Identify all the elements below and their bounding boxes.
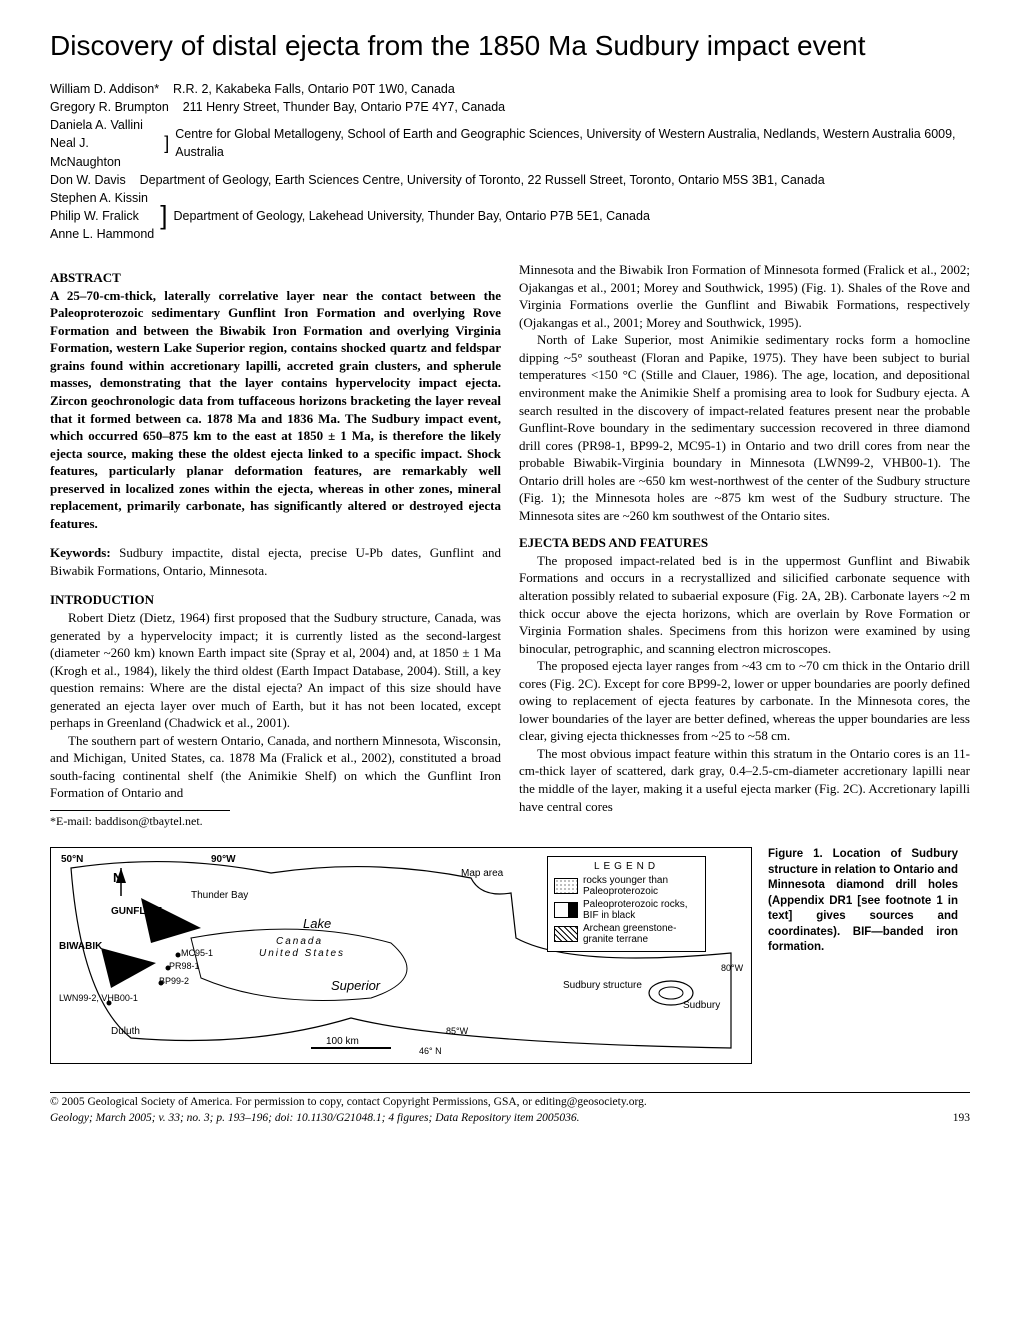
author-name: Daniela A. Vallini (50, 116, 158, 134)
author-name: Neal J. McNaughton (50, 134, 158, 170)
keywords-label: Keywords: (50, 545, 111, 560)
intro-p3: Minnesota and the Biwabik Iron Formation… (519, 261, 970, 331)
city-label: Thunder Bay (191, 890, 248, 901)
legend-swatch (554, 878, 578, 894)
formation-label: BIWABIK (59, 941, 102, 952)
paper-title: Discovery of distal ejecta from the 1850… (50, 30, 970, 62)
author-name: William D. Addison* (50, 82, 159, 96)
footnote: *E-mail: baddison@tbaytel.net. (50, 810, 230, 829)
legend-label: Archean greenstone-granite terrane (583, 923, 699, 945)
ejecta-p2: The proposed ejecta layer ranges from ~4… (519, 657, 970, 745)
figure-1: 50°N 90°W N Thunder Bay GUNFLINT BIWABIK… (50, 847, 970, 1064)
intro-heading: INTRODUCTION (50, 591, 501, 609)
map-lon-label: 90°W (211, 854, 236, 865)
author-name: Stephen A. Kissin (50, 189, 154, 207)
intro-p4: North of Lake Superior, most Animikie se… (519, 331, 970, 524)
city-label: Sudbury (683, 1000, 720, 1011)
author-name: Philip W. Fralick (50, 207, 154, 225)
copyright-line: © 2005 Geological Society of America. Fo… (50, 1095, 970, 1111)
country-label: United States (259, 948, 345, 959)
authors-block: William D. Addison* R.R. 2, Kakabeka Fal… (50, 80, 970, 243)
drill-label: LWN99-2, VHB00-1 (59, 993, 138, 1003)
legend-label: rocks younger than Paleoproterozoic (583, 875, 699, 897)
intro-p2: The southern part of western Ontario, Ca… (50, 732, 501, 802)
legend-title: LEGEND (554, 861, 699, 872)
legend-swatch (554, 902, 578, 918)
country-label: Canada (276, 936, 323, 947)
author-affil: 211 Henry Street, Thunder Bay, Ontario P… (183, 100, 505, 114)
lake-label: Lake (303, 916, 331, 931)
bracket-icon: ] (164, 130, 169, 156)
citation-line: Geology; March 2005; v. 33; no. 3; p. 19… (50, 1112, 580, 1124)
abstract-text: A 25–70-cm-thick, laterally correlative … (50, 288, 501, 531)
map-lon-label: 80°W (721, 963, 743, 973)
author-affil: Department of Geology, Earth Sciences Ce… (140, 173, 825, 187)
inset-label: Map area (461, 868, 503, 879)
author-affil: Department of Geology, Lakehead Universi… (173, 207, 649, 225)
scale-label: 100 km (326, 1036, 359, 1047)
map-lon-label: 85°W (446, 1026, 468, 1036)
author-name: Anne L. Hammond (50, 225, 154, 243)
legend-label: Paleoproterozoic rocks, BIF in black (583, 899, 699, 921)
ejecta-p3: The most obvious impact feature within t… (519, 745, 970, 815)
map-lat-label: 46° N (419, 1046, 442, 1056)
page-footer: © 2005 Geological Society of America. Fo… (50, 1092, 970, 1126)
ejecta-p1: The proposed impact-related bed is in th… (519, 552, 970, 657)
intro-p1: Robert Dietz (Dietz, 1964) first propose… (50, 609, 501, 732)
author-affil: R.R. 2, Kakabeka Falls, Ontario P0T 1W0,… (173, 82, 455, 96)
city-label: Duluth (111, 1026, 140, 1037)
body-columns: ABSTRACT A 25–70-cm-thick, laterally cor… (50, 261, 970, 829)
figure-1-caption: Figure 1. Location of Sudbury structure … (768, 847, 958, 956)
bracket-icon: ] (160, 197, 167, 235)
author-name: Don W. Davis (50, 173, 126, 187)
map-legend: LEGEND rocks younger than Paleoproterozo… (547, 856, 706, 952)
figure-1-map: 50°N 90°W N Thunder Bay GUNFLINT BIWABIK… (50, 847, 752, 1064)
page-number: 193 (953, 1111, 970, 1127)
drill-label: BP99-2 (159, 976, 189, 986)
formation-label: GUNFLINT (111, 906, 162, 917)
abstract-heading: ABSTRACT (50, 269, 501, 287)
north-arrow-label: N (113, 870, 122, 885)
drill-label: PR98-1 (169, 961, 200, 971)
ejecta-heading: EJECTA BEDS AND FEATURES (519, 534, 970, 552)
lake-label: Superior (331, 978, 380, 993)
structure-label: Sudbury structure (563, 980, 642, 991)
drill-label: MC95-1 (181, 948, 213, 958)
author-name: Gregory R. Brumpton (50, 100, 169, 114)
map-lat-label: 50°N (61, 854, 83, 865)
author-affil: Centre for Global Metallogeny, School of… (175, 125, 970, 161)
legend-swatch (554, 926, 578, 942)
keywords-text: Sudbury impactite, distal ejecta, precis… (50, 545, 501, 578)
